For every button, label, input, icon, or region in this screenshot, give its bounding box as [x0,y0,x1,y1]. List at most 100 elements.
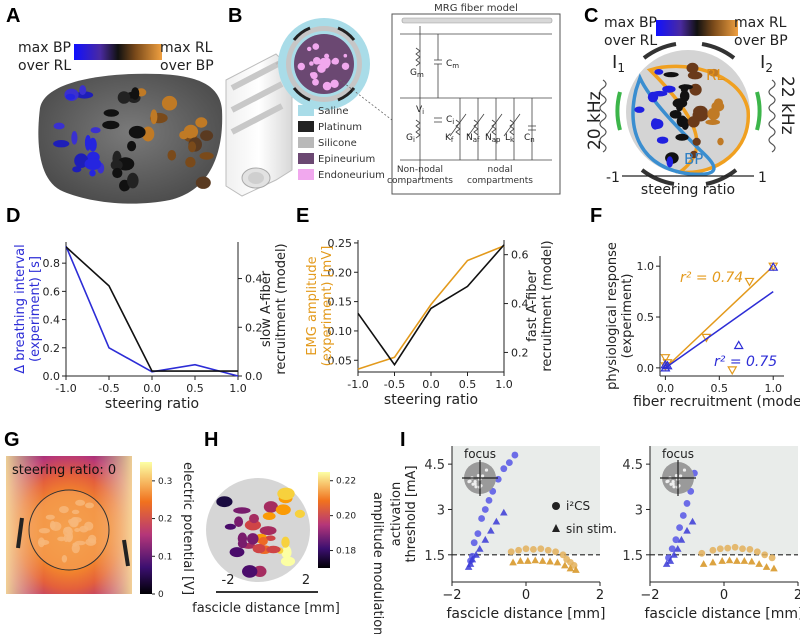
modulation-colorbar [318,472,330,568]
x-tick-label: 0 [720,588,728,603]
data-point-sin-blue [466,560,475,567]
fascicle [280,556,296,567]
y-tick-label: 1.5 [424,549,445,564]
fascicle [200,130,214,141]
non-nodal-label-1: Non-nodal [397,165,443,175]
y-tick-label: 0.0 [43,370,61,383]
y-tick-label: 0.4 [43,314,61,327]
nodal-label-1: nodal [488,165,513,175]
fascicle [38,528,51,534]
data-point-sin-orange [524,557,532,564]
endoneurium-fascicle [341,62,350,70]
svg-text:Gi: Gi [406,133,415,144]
fascicle [74,528,81,532]
panel-d-letter: D [6,205,20,227]
endoneurium-fascicle [297,62,305,71]
fascicle [669,110,682,119]
panel-i: I −2 0 2 1.5 3 4.5 focus i²CS sin stim. fascicle … [389,429,800,622]
fascicle [663,72,679,78]
data-point-sin-orange [699,560,708,567]
panel-d: D -1.0 -0.5 0.0 0.5 1.00.00.20.40.60.80.00.2… [6,205,289,412]
fascicle [259,526,277,536]
h-axis-max: 2 [302,573,310,588]
steering-ratio-title: steering ratio: 0 [12,463,116,478]
svg-text:Ci: Ci [446,115,454,126]
fascicle [233,507,251,514]
data-point-i2CS-orange [544,546,552,554]
fascicle [53,140,70,148]
fascicle [57,536,66,542]
fascicle [675,133,689,141]
series-line-experiment [65,245,239,377]
fascicle [112,167,123,179]
x-tick-label: 1.0 [229,382,247,395]
fascicle [61,555,68,563]
fascicle [692,137,701,146]
fascicle [90,127,101,134]
legend-label-sin: sin stim. [566,522,617,536]
cuff-cross-section [278,18,370,110]
fascicle [63,527,70,533]
y-tick-label: 0.5 [637,311,655,324]
inset-fascicle [674,474,679,478]
data-point-i2CS-orange [552,548,559,556]
data-point-i2CS-blue [489,487,497,495]
data-point-sin-blue [677,535,686,543]
x-tick-label: -1.0 [347,378,368,391]
modulation-colorbar-ticks: 0.18 0.20 0.22 [330,477,356,557]
panel-a-fascicles [53,85,214,192]
legend-swatch-platinum [298,121,314,132]
inset-fascicle [481,474,485,478]
panel-a-legend-left-1: max BP [18,40,71,56]
data-point-i2CS-blue [676,524,683,531]
panel-c-colorbar [656,20,738,36]
current-i1: I1 [612,52,625,75]
endoneurium-fascicle [343,53,348,58]
chart-i-left: −2 0 2 1.5 3 4.5 focus i²CS sin stim. fascicle di… [389,446,617,622]
freq-right-label: 22 kHz [777,76,797,135]
endoneurium-fascicle [310,72,318,80]
focus-label: focus [662,447,694,461]
fascicle [199,152,214,160]
svg-text:Vi: Vi [416,105,424,116]
chart-e: -1.0 -0.5 0.0 0.5 1.0 0.05 0.10 0.15 0.20 0.25 0.2… [305,237,555,408]
fascicle [161,95,178,111]
cuff-electrode [225,49,297,197]
legend-label-platinum: Platinum [318,122,362,133]
data-point-sin-orange [718,557,726,564]
y2-tick-label: 0.4 [511,298,529,311]
panel-f: F 0.0 0.5 1.0 0.0 0.5 1.0 r² = 0.74 r² = 0.75 fi… [590,205,800,410]
data-point-breathing [662,360,673,370]
fascicle [705,119,720,125]
y2-tick-label: 0.2 [245,321,263,334]
y-tick-label: 0.25 [328,237,353,250]
fascicle [84,135,92,151]
svg-text:Gm: Gm [410,68,424,79]
y-tick-label: 4.5 [622,458,643,473]
modulation-colorbar-label-1: amplitude modulation [V] [370,492,385,634]
x-tick-label: −2 [640,588,659,603]
legend-swatch-saline [298,105,314,116]
fascicle [45,514,55,520]
data-point-sin-blue [683,526,691,534]
y-tick-label: 0.15 [328,296,353,309]
legend-marker-triangle [552,524,560,532]
panel-a-legend-right-1: max RL [160,40,213,56]
panel-c-legend-left-1: max BP [604,15,657,31]
data-point-sin-blue [666,557,675,564]
inset-fascicle [669,482,673,486]
potential-colorbar [140,462,152,594]
series-line-experiment [357,245,505,370]
data-point-sin-blue [670,551,678,558]
fascicle [53,122,65,130]
x-tick-label: 0 [522,588,530,603]
data-point-i2CS-orange [507,548,515,556]
inset-fascicle [672,485,676,489]
fascicle [127,172,139,189]
g-electrode-right [122,539,130,567]
y-tick-label: 4.5 [424,458,445,473]
chart-f: 0.0 0.5 1.0 0.0 0.5 1.0 r² = 0.74 r² = 0.75 fibe… [605,242,800,410]
y-tick-label: 0.8 [43,257,61,270]
x-axis-label: fiber recruitment (model) [633,394,800,410]
fascicle [277,487,295,500]
